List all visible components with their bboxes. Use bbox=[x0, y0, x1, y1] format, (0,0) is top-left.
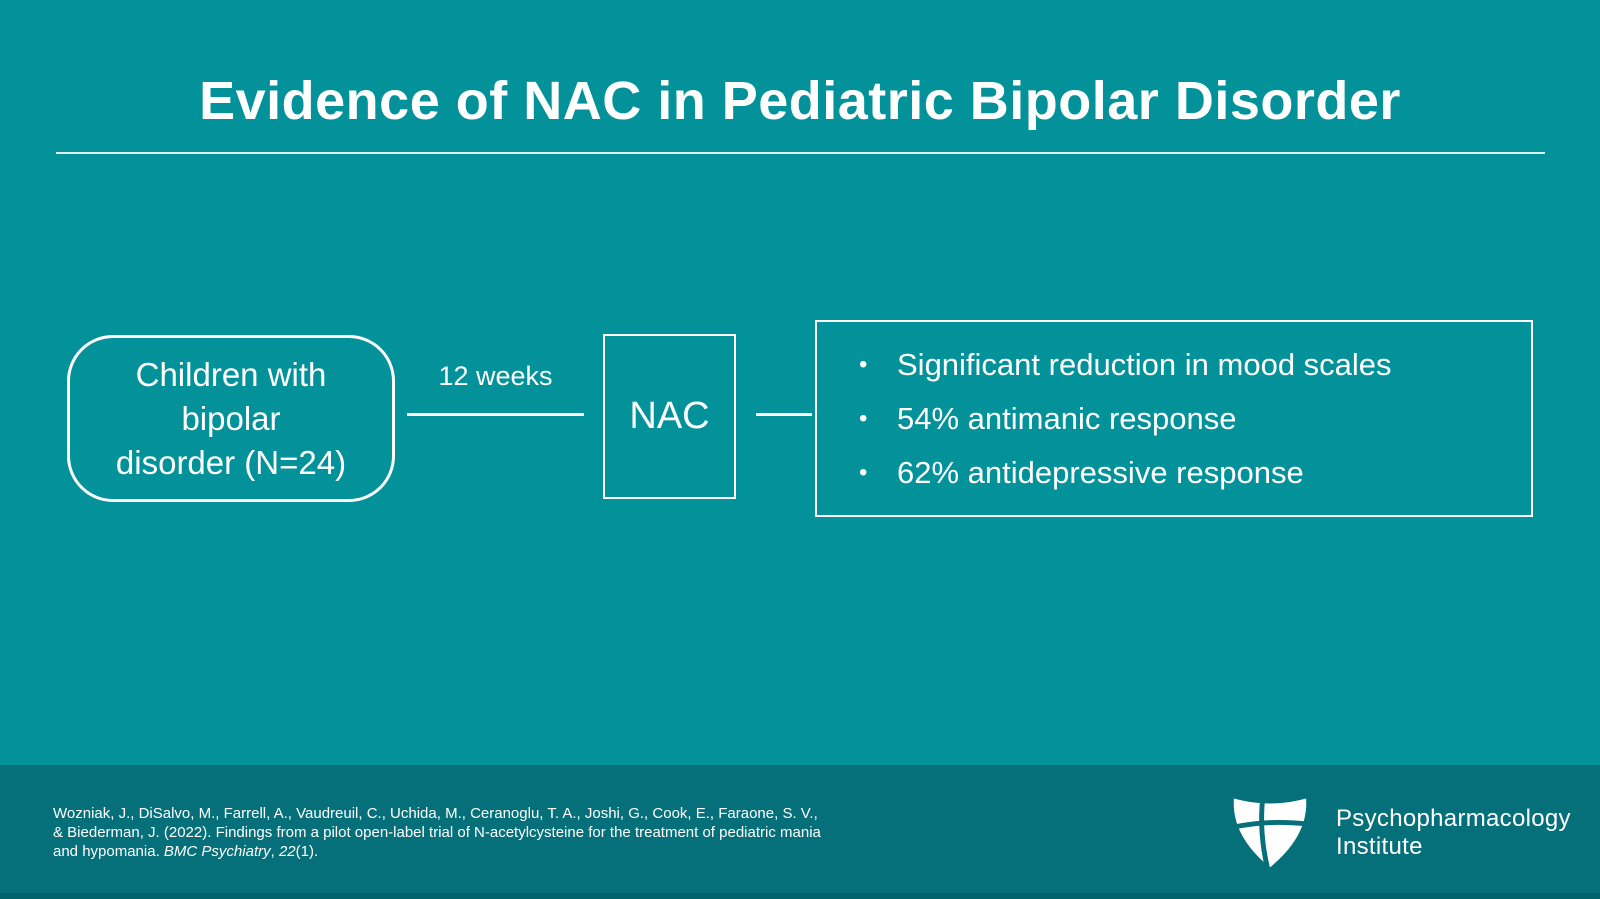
citation-line: and hypomania. BMC Psychiatry, 22(1). bbox=[53, 843, 319, 860]
citation-line: Wozniak, J., DiSalvo, M., Farrell, A., V… bbox=[53, 805, 818, 822]
footer: Wozniak, J., DiSalvo, M., Farrell, A., V… bbox=[0, 765, 1600, 899]
population-box: Children with bipolar disorder (N=24) bbox=[67, 335, 395, 502]
organization-name-line: Psychopharmacology bbox=[1336, 805, 1571, 832]
result-text: Significant reduction in mood scales bbox=[897, 346, 1392, 382]
organization-name-line: Institute bbox=[1336, 833, 1423, 860]
shield-cross-icon bbox=[1231, 798, 1308, 869]
bullet-icon: • bbox=[859, 350, 868, 378]
slide-title: Evidence of NAC in Pediatric Bipolar Dis… bbox=[199, 71, 1401, 131]
results-box: • Significant reduction in mood scales •… bbox=[815, 320, 1533, 517]
citation: Wozniak, J., DiSalvo, M., Farrell, A., V… bbox=[53, 804, 843, 861]
duration-label: 12 weeks bbox=[438, 361, 553, 391]
organization-logo: Psychopharmacology Institute bbox=[1229, 795, 1571, 871]
connector-line-nac-to-results bbox=[756, 413, 812, 416]
result-text: 54% antimanic response bbox=[897, 400, 1237, 436]
citation-line: & Biederman, J. (2022). Findings from a … bbox=[53, 824, 821, 841]
title-divider bbox=[56, 152, 1545, 154]
population-box-label: Children with bipolar disorder (N=24) bbox=[115, 355, 347, 481]
results-list-item: • 62% antidepressive response bbox=[817, 446, 1531, 500]
organization-name: Psychopharmacology Institute bbox=[1336, 805, 1571, 861]
results-list-item: • 54% antimanic response bbox=[817, 392, 1531, 446]
connector-line-population-to-nac bbox=[407, 413, 584, 416]
bullet-icon: • bbox=[859, 458, 868, 486]
result-text: 62% antidepressive response bbox=[897, 454, 1304, 490]
results-list: • Significant reduction in mood scales •… bbox=[817, 338, 1531, 500]
intervention-box: NAC bbox=[603, 334, 736, 499]
footer-bottom-strip bbox=[0, 893, 1600, 899]
intervention-box-label: NAC bbox=[629, 395, 710, 437]
bullet-icon: • bbox=[859, 404, 868, 432]
results-list-item: • Significant reduction in mood scales bbox=[817, 338, 1531, 392]
